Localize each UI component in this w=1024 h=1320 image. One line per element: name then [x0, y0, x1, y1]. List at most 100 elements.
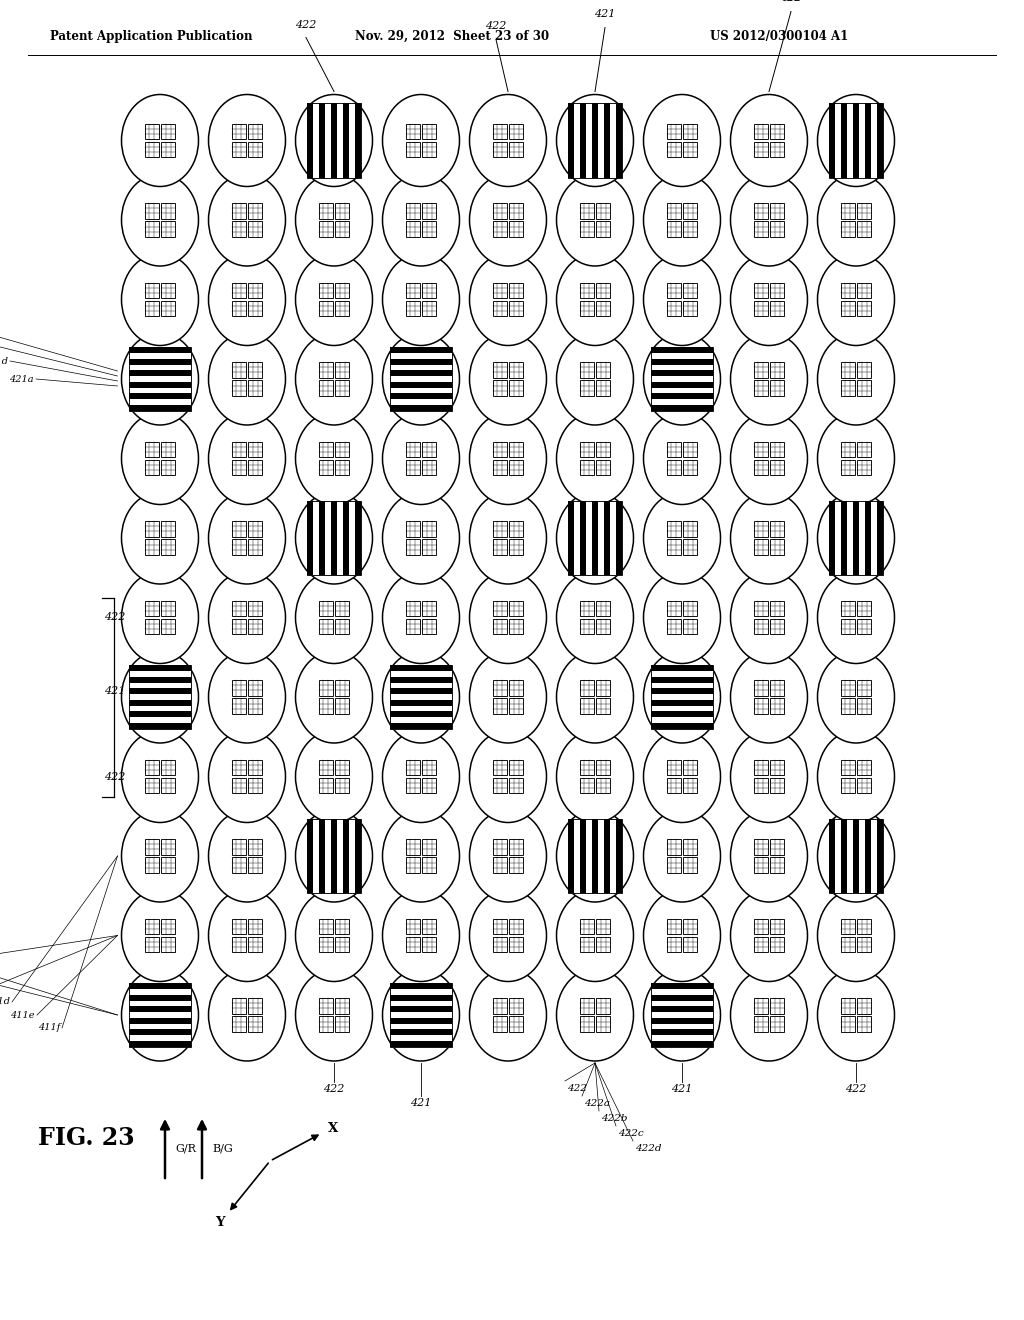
Text: 422b: 422b: [601, 1114, 628, 1123]
Bar: [841, 601, 855, 616]
Bar: [231, 840, 246, 854]
Bar: [509, 619, 523, 635]
Bar: [144, 203, 159, 219]
Text: 421d: 421d: [0, 356, 8, 366]
Bar: [770, 124, 784, 139]
Bar: [754, 919, 768, 935]
Bar: [509, 362, 523, 378]
Ellipse shape: [209, 174, 286, 267]
Text: 422: 422: [567, 1084, 587, 1093]
Bar: [754, 521, 768, 537]
Ellipse shape: [817, 253, 895, 346]
Bar: [161, 858, 175, 873]
Bar: [857, 698, 871, 714]
Ellipse shape: [296, 969, 373, 1061]
Bar: [129, 1041, 191, 1047]
Text: 422: 422: [295, 20, 316, 29]
Bar: [390, 1030, 453, 1035]
Bar: [493, 858, 507, 873]
Bar: [683, 222, 697, 238]
Bar: [390, 1006, 453, 1012]
Bar: [493, 459, 507, 475]
Bar: [651, 393, 713, 399]
Bar: [493, 521, 507, 537]
Bar: [509, 380, 523, 396]
Bar: [568, 818, 574, 894]
Ellipse shape: [730, 174, 808, 267]
Bar: [248, 698, 262, 714]
Bar: [568, 818, 622, 894]
Text: 411f: 411f: [38, 1023, 60, 1032]
Bar: [422, 858, 436, 873]
Ellipse shape: [817, 95, 895, 186]
Bar: [651, 995, 713, 1001]
Bar: [318, 362, 333, 378]
Bar: [651, 371, 713, 376]
Bar: [144, 441, 159, 457]
Bar: [161, 441, 175, 457]
Bar: [651, 347, 713, 411]
Bar: [568, 103, 574, 178]
Ellipse shape: [817, 730, 895, 822]
Bar: [144, 840, 159, 854]
Bar: [390, 723, 453, 729]
Bar: [231, 858, 246, 873]
Ellipse shape: [643, 969, 721, 1061]
Bar: [770, 521, 784, 537]
Bar: [754, 777, 768, 793]
Ellipse shape: [643, 253, 721, 346]
Ellipse shape: [296, 651, 373, 743]
Bar: [422, 301, 436, 317]
Bar: [144, 759, 159, 775]
Bar: [422, 759, 436, 775]
Bar: [754, 1016, 768, 1032]
Bar: [161, 459, 175, 475]
Bar: [390, 665, 453, 729]
Bar: [231, 203, 246, 219]
Bar: [129, 665, 191, 671]
Bar: [857, 777, 871, 793]
Ellipse shape: [122, 810, 199, 902]
Ellipse shape: [643, 95, 721, 186]
Bar: [651, 347, 713, 352]
Ellipse shape: [469, 174, 547, 267]
Ellipse shape: [122, 572, 199, 664]
Bar: [667, 282, 681, 298]
Bar: [129, 359, 191, 364]
Bar: [580, 919, 594, 935]
Bar: [161, 619, 175, 635]
Ellipse shape: [556, 333, 634, 425]
Bar: [493, 362, 507, 378]
Bar: [651, 1018, 713, 1023]
Bar: [144, 282, 159, 298]
Bar: [842, 818, 847, 894]
Bar: [335, 301, 349, 317]
Bar: [568, 500, 574, 576]
Bar: [667, 301, 681, 317]
Bar: [857, 998, 871, 1014]
Bar: [422, 282, 436, 298]
Bar: [422, 222, 436, 238]
Text: 422: 422: [104, 771, 125, 781]
Bar: [857, 203, 871, 219]
Bar: [877, 500, 883, 576]
Bar: [231, 143, 246, 157]
Bar: [770, 698, 784, 714]
Bar: [596, 222, 610, 238]
Bar: [841, 998, 855, 1014]
Bar: [406, 619, 420, 635]
Text: US 2012/0300104 A1: US 2012/0300104 A1: [710, 30, 848, 44]
Bar: [406, 301, 420, 317]
Bar: [580, 1016, 594, 1032]
Bar: [596, 203, 610, 219]
Bar: [390, 711, 453, 717]
Bar: [335, 380, 349, 396]
Bar: [770, 601, 784, 616]
Bar: [406, 203, 420, 219]
Bar: [596, 282, 610, 298]
Bar: [580, 282, 594, 298]
Bar: [307, 818, 313, 894]
Bar: [770, 998, 784, 1014]
Ellipse shape: [730, 333, 808, 425]
Bar: [667, 441, 681, 457]
